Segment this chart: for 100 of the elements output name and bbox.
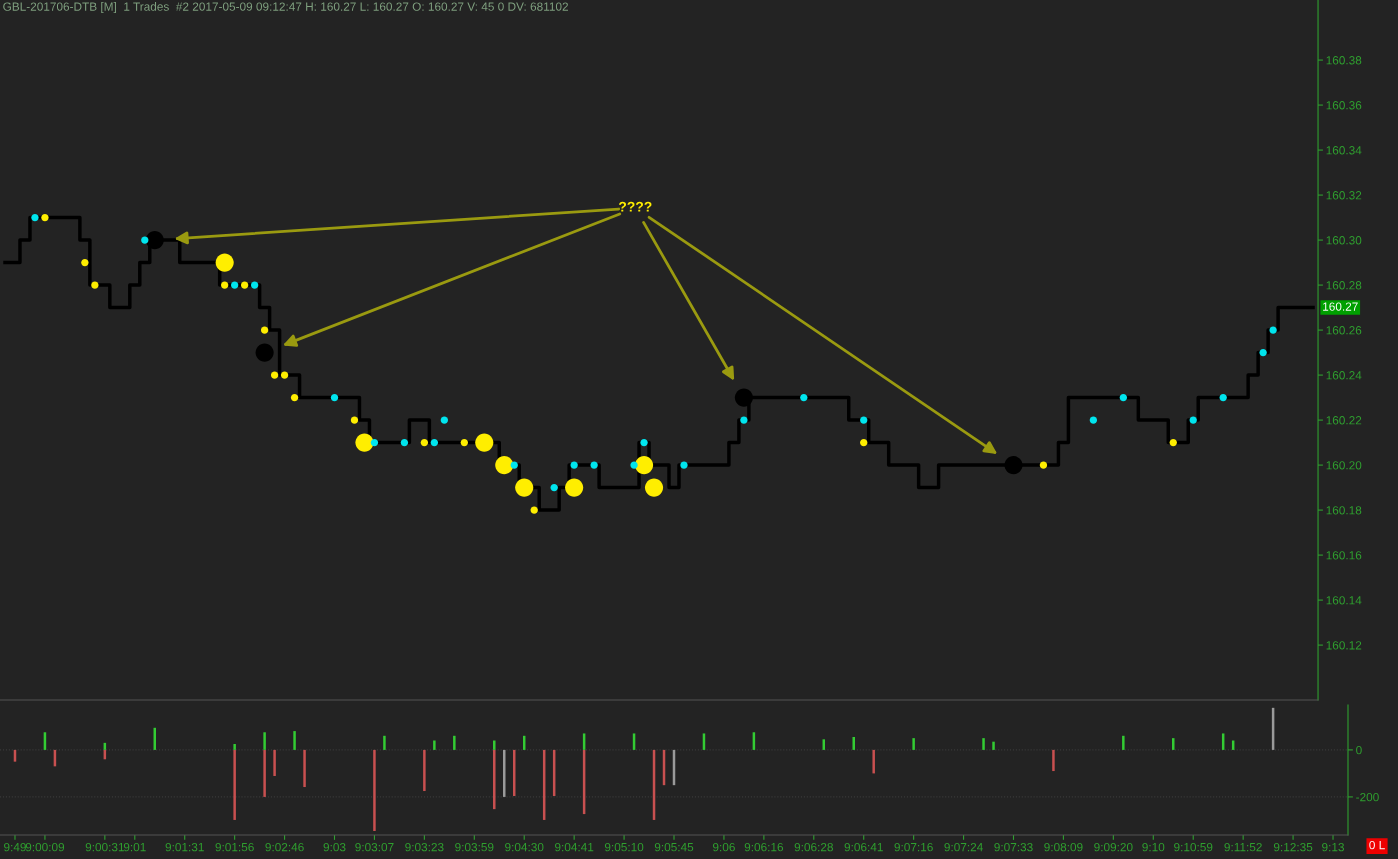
point [495, 456, 514, 475]
point [350, 416, 359, 424]
y-tick-label: 160.16 [1326, 551, 1362, 560]
bar [273, 749, 276, 776]
bar [493, 749, 496, 810]
y-tick-label: 160.12 [1326, 641, 1362, 650]
point [31, 213, 39, 222]
point [1004, 456, 1023, 475]
x-tick-label: 9:07:16 [894, 842, 933, 852]
bar [982, 738, 985, 750]
point [680, 461, 688, 469]
point [570, 461, 578, 469]
point [1259, 348, 1267, 357]
y-tick-label: 160.24 [1326, 371, 1362, 380]
y-tick-label: 160.34 [1326, 146, 1362, 155]
bar [233, 749, 236, 820]
y-tick-label: 160.36 [1326, 101, 1362, 110]
point [1269, 326, 1277, 334]
x-tick-label: 9:12:35 [1273, 842, 1313, 852]
point [510, 461, 518, 469]
x-tick-label: 9:03:07 [355, 842, 394, 852]
point [41, 213, 49, 222]
y-tick-label: 160.28 [1326, 281, 1362, 290]
x-tick-label: 9:00:31 [85, 842, 124, 852]
point [475, 433, 494, 452]
point [355, 433, 374, 452]
bar [453, 735, 456, 750]
point [860, 438, 868, 447]
bar [493, 740, 496, 750]
point [145, 231, 164, 250]
point [215, 253, 234, 272]
point [91, 281, 99, 289]
point [800, 393, 808, 402]
bar [233, 744, 236, 750]
chart-title: GBL-201706-DTB [M] 1 Trades #2 2017-05-09 09:12:47 H: 160.27 L: 160.27 O: 160.27 V: 45 0 DV: 681102 [3, 2, 568, 14]
point [1089, 416, 1098, 424]
annotation: ???? [618, 201, 652, 212]
point [1189, 416, 1197, 424]
text: 160.27 [1323, 302, 1358, 311]
x-tick-label: 9:04:30 [505, 842, 544, 852]
x-tick-label: 9:11:52 [1224, 842, 1262, 852]
x-tick-label: 9:01:31 [165, 842, 204, 852]
y-tick-label: 160.22 [1326, 416, 1362, 425]
point [530, 506, 538, 514]
bar [293, 731, 296, 750]
point [220, 281, 229, 289]
y-tick-label: -200 [1356, 792, 1379, 802]
point [634, 456, 654, 475]
x-tick-label: 9:03 [323, 842, 346, 852]
point [255, 343, 274, 362]
point [370, 438, 379, 447]
x-tick-label: 9:08:09 [1044, 842, 1083, 852]
bar [373, 749, 376, 831]
bar [263, 749, 266, 797]
point [141, 236, 149, 244]
point [440, 416, 449, 424]
y-tick-label: 0 [1356, 745, 1362, 755]
x-tick-label: 9:09:20 [1094, 842, 1133, 852]
point [1219, 393, 1227, 402]
x-tick-label: 9:07:24 [944, 842, 983, 852]
x-tick-label: 9:04:41 [555, 842, 594, 852]
y-tick-label: 160.32 [1326, 191, 1362, 200]
point [460, 438, 468, 447]
x-tick-label: 9:06:28 [794, 842, 833, 852]
bar [872, 749, 875, 774]
point [550, 483, 558, 492]
bar [263, 732, 266, 750]
point [515, 478, 534, 497]
x-tick-label: 9:01:56 [215, 842, 254, 852]
point [400, 438, 409, 447]
bar [433, 740, 436, 750]
bar [303, 749, 306, 788]
point [630, 461, 638, 469]
point [280, 371, 289, 379]
bar [1122, 735, 1125, 750]
x-tick-label: 9:07:33 [994, 842, 1033, 852]
point [1169, 438, 1177, 447]
point [565, 478, 584, 497]
bar [852, 736, 855, 750]
point [270, 371, 279, 379]
point [260, 326, 269, 334]
bar [423, 749, 426, 792]
y-tick-label: 160.14 [1326, 596, 1362, 605]
point [644, 478, 664, 497]
x-tick-label: 9:03:59 [455, 842, 494, 852]
bar [912, 738, 915, 750]
point [590, 461, 598, 469]
point [640, 438, 648, 447]
x-tick-label: 9:05:45 [654, 842, 694, 852]
bar [1172, 738, 1175, 750]
point [230, 281, 239, 289]
x-tick-label: 9:06:16 [744, 842, 784, 852]
point [240, 281, 249, 289]
y-tick-label: 160.20 [1326, 461, 1362, 470]
point [330, 393, 339, 402]
x-tick-label: 9:10 [1142, 842, 1165, 852]
y-tick-label: 160.18 [1326, 506, 1362, 515]
point [420, 438, 429, 447]
bar [1052, 749, 1055, 772]
x-tick-label: 9:03:23 [405, 842, 444, 852]
